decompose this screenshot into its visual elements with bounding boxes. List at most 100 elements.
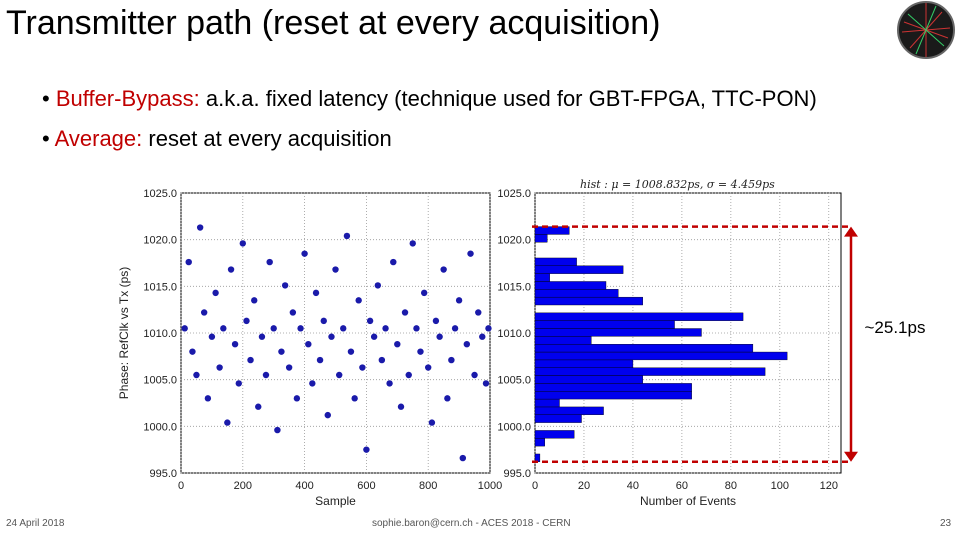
histogram-bar xyxy=(534,320,675,329)
footer-center: sophie.baron@cern.ch - ACES 2018 - CERN xyxy=(372,518,571,529)
y-tick-label: 995.0 xyxy=(149,468,177,480)
scatter-point xyxy=(370,333,378,340)
histogram-bar xyxy=(534,351,788,361)
scatter-point xyxy=(320,317,327,325)
bullet-label: Buffer-Bypass: xyxy=(55,86,200,111)
scatter-point xyxy=(270,325,277,332)
histogram-bar xyxy=(534,359,634,368)
scatter-point xyxy=(413,325,420,332)
scatter-point xyxy=(440,266,447,273)
y-tick-label: 1005.0 xyxy=(143,375,177,387)
scatter-point xyxy=(297,325,304,332)
scatter-point xyxy=(266,258,273,266)
scatter-point xyxy=(417,348,424,355)
scatter-point xyxy=(243,317,250,325)
scatter-point xyxy=(444,395,451,402)
histogram-bar xyxy=(534,344,754,353)
x-tick-label: 40 xyxy=(627,480,639,492)
scatter-point xyxy=(378,356,386,364)
scatter-point xyxy=(255,403,262,410)
y-tick-label: 1025.0 xyxy=(143,188,177,200)
scatter-point xyxy=(231,341,239,348)
scatter-point xyxy=(386,380,393,387)
scatter-point xyxy=(200,309,208,316)
bullet: • Average: reset at every acquisition xyxy=(42,126,392,151)
x-tick-label: 100 xyxy=(771,480,789,492)
y-axis-label: Phase: RefClk vs Tx (ps) xyxy=(117,267,131,399)
x-tick-label: 80 xyxy=(725,480,737,492)
footer-page: 23 xyxy=(940,518,952,529)
scatter-point xyxy=(227,266,235,273)
scatter-point xyxy=(316,356,324,364)
histogram-bar xyxy=(534,328,702,337)
y-tick-label: 1025.0 xyxy=(497,188,531,200)
scatter-point xyxy=(359,364,366,371)
histogram-bar xyxy=(534,406,604,415)
scatter-point xyxy=(247,356,254,364)
scatter-point xyxy=(281,282,289,289)
scatter-point xyxy=(436,333,443,340)
scatter-point xyxy=(305,341,312,348)
histogram-title: hist : μ = 1008.832ps, σ = 4.459ps xyxy=(580,178,775,191)
scatter-point xyxy=(251,297,258,304)
scatter-point xyxy=(363,446,370,453)
scatter-point xyxy=(463,341,471,348)
scatter-point xyxy=(482,380,490,387)
scatter-point xyxy=(220,325,227,332)
x-axis-label: Number of Events xyxy=(640,494,736,508)
scatter-point xyxy=(340,325,347,332)
scatter-point xyxy=(405,371,412,379)
bullet-text: a.k.a. fixed latency (technique used for… xyxy=(205,86,817,111)
scatter-point xyxy=(193,371,200,379)
scatter-point xyxy=(289,309,297,316)
scatter-point xyxy=(343,232,351,240)
y-tick-label: 995.0 xyxy=(503,468,531,480)
histogram-bar xyxy=(534,289,619,298)
x-tick-label: 20 xyxy=(578,480,590,492)
scatter-point xyxy=(274,426,281,434)
bullet-label: Average: xyxy=(54,126,143,151)
histogram-bar xyxy=(534,312,744,321)
scatter-point xyxy=(301,250,308,257)
scatter-point xyxy=(332,266,339,273)
x-tick-label: 200 xyxy=(234,480,252,492)
scatter-point xyxy=(479,333,486,340)
range-annotation: ~25.1ps xyxy=(865,318,926,337)
histogram-bar xyxy=(534,265,624,274)
scatter-point xyxy=(394,341,401,348)
scatter-point xyxy=(324,411,331,419)
histogram-bar xyxy=(534,383,692,392)
bullet: • Buffer-Bypass: a.k.a. fixed latency (t… xyxy=(42,86,817,111)
scatter-point xyxy=(258,333,266,340)
scatter-point xyxy=(278,348,285,355)
x-axis-label: Sample xyxy=(315,494,356,508)
logo xyxy=(897,1,955,59)
x-tick-label: 600 xyxy=(357,480,375,492)
scatter-point xyxy=(293,395,301,402)
scatter-point xyxy=(185,258,192,266)
y-tick-label: 1000.0 xyxy=(143,421,177,433)
y-tick-label: 1015.0 xyxy=(497,281,531,293)
scatter-point xyxy=(366,317,374,325)
scatter-point xyxy=(397,403,405,410)
scatter-point xyxy=(262,371,270,379)
scatter-point xyxy=(455,297,463,304)
scatter-point xyxy=(347,348,355,355)
scatter-point xyxy=(382,325,389,332)
histogram-bar xyxy=(534,375,643,384)
x-tick-label: 1000 xyxy=(478,480,502,492)
histogram-bar xyxy=(534,257,577,266)
scatter-point xyxy=(181,325,188,332)
scatter-point xyxy=(467,250,474,257)
bullet-text: reset at every acquisition xyxy=(148,126,392,151)
scatter-point xyxy=(485,325,492,332)
y-tick-label: 1010.0 xyxy=(497,328,531,340)
scatter-point xyxy=(459,454,467,462)
scatter-point xyxy=(309,380,316,387)
scatter-point xyxy=(328,333,335,340)
x-tick-label: 0 xyxy=(532,480,538,492)
scatter-point xyxy=(285,364,293,371)
histogram-bar xyxy=(534,234,548,243)
y-tick-label: 1020.0 xyxy=(497,235,531,247)
